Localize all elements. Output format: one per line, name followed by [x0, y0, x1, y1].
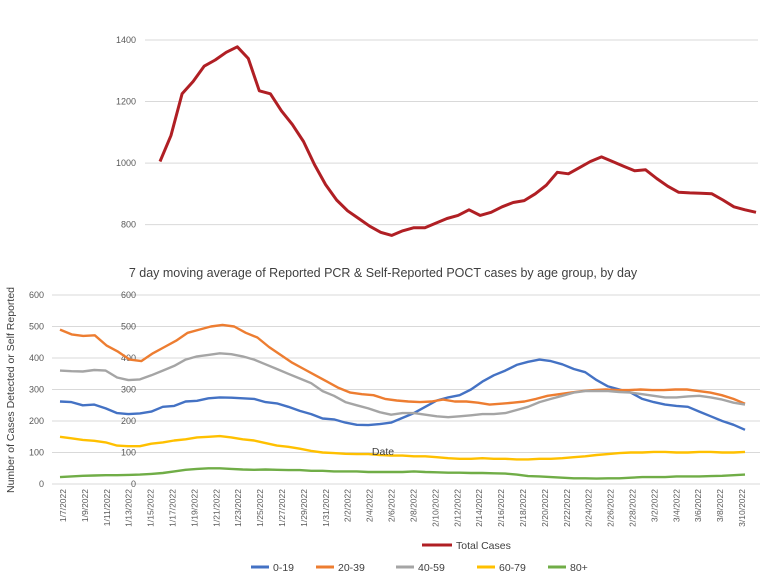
series-line-40-59	[59, 352, 746, 419]
top-gridlines	[145, 39, 758, 226]
x-tick-label: 1/23/2022	[233, 489, 243, 527]
series-line-60-79	[59, 434, 746, 461]
y-tick-label: 1000	[116, 158, 136, 168]
legend-label: 40-59	[418, 562, 445, 574]
bottom-series-lines	[59, 323, 746, 480]
y-tick-label: 100	[29, 448, 44, 458]
inner-y-tick-label: 0	[131, 479, 136, 489]
x-tick-label: 1/7/2022	[58, 489, 68, 522]
legend-label: 60-79	[499, 562, 526, 574]
inner-y-tick-label: 500	[121, 322, 136, 332]
x-tick-label: 1/11/2022	[102, 489, 112, 526]
series-line-total-cases	[158, 45, 757, 237]
x-tick-label: 3/10/2022	[737, 489, 747, 527]
x-tick-label: 2/12/2022	[452, 489, 462, 527]
x-tick-label: 2/4/2022	[365, 489, 375, 522]
x-tick-label: 3/6/2022	[693, 489, 703, 522]
y-tick-label: 400	[29, 353, 44, 363]
x-tick-label: 2/6/2022	[387, 489, 397, 522]
x-tick-label: 2/18/2022	[518, 489, 528, 527]
x-axis-label: Date	[372, 446, 394, 458]
legend-label: 0-19	[273, 562, 294, 574]
x-tick-label: 2/20/2022	[540, 489, 550, 527]
x-tick-label: 2/14/2022	[474, 489, 484, 527]
y-tick-label: 600	[29, 290, 44, 300]
y-tick-label: 300	[29, 385, 44, 395]
legend-age-groups: 0-19 20-39 40-59 60-79 80+	[251, 562, 588, 574]
x-tick-label: 2/28/2022	[628, 489, 638, 527]
x-tick-label: 2/8/2022	[409, 489, 419, 522]
y-tick-label: 1400	[116, 35, 136, 45]
y-tick-label: 200	[29, 416, 44, 426]
x-tick-label: 1/27/2022	[277, 489, 287, 527]
bottom-y-tick-labels: 0 100 200 300 400 500 600	[29, 290, 44, 489]
x-tick-label: 2/24/2022	[584, 489, 594, 527]
x-tick-label: 1/19/2022	[189, 489, 199, 527]
chart-title: 7 day moving average of Reported PCR & S…	[129, 266, 638, 280]
y-tick-label: 800	[121, 220, 136, 230]
series-line-20-39	[59, 323, 746, 406]
inner-y-tick-label: 600	[121, 290, 136, 300]
legend-label: Total Cases	[456, 540, 511, 552]
age-group-chart: 7 day moving average of Reported PCR & S…	[5, 266, 760, 527]
inner-y-tick-label: 200	[121, 416, 136, 426]
x-tick-label: 2/2/2022	[343, 489, 353, 522]
top-series-lines	[158, 45, 757, 237]
x-tick-label: 2/26/2022	[606, 489, 616, 527]
series-line-80	[59, 467, 746, 480]
x-tick-label: 3/2/2022	[649, 489, 659, 522]
x-tick-label: 1/21/2022	[211, 489, 221, 527]
y-tick-label: 500	[29, 322, 44, 332]
y-tick-label: 1200	[116, 97, 136, 107]
x-tick-label: 2/10/2022	[430, 489, 440, 527]
x-tick-label: 3/4/2022	[671, 489, 681, 522]
x-tick-label: 1/15/2022	[146, 489, 156, 527]
bottom-gridlines	[52, 294, 760, 485]
x-tick-label: 1/25/2022	[255, 489, 265, 527]
x-tick-label: 1/9/2022	[80, 489, 90, 522]
legend-label: 20-39	[338, 562, 365, 574]
y-tick-label: 0	[39, 479, 44, 489]
top-y-tick-labels: 800 1000 1200 1400	[116, 35, 136, 230]
x-tick-label: 1/17/2022	[168, 489, 178, 527]
y-axis-label: Number of Cases Detected or Self Reporte…	[5, 287, 17, 493]
total-cases-chart: 800 1000 1200 1400	[116, 35, 758, 237]
legend-total-cases: Total Cases	[422, 540, 511, 552]
legend-label: 80+	[570, 562, 588, 574]
x-tick-label: 1/13/2022	[124, 489, 134, 527]
inner-y-tick-label: 300	[121, 385, 136, 395]
inner-y-tick-label: 100	[121, 448, 136, 458]
bottom-x-tick-labels: 1/7/2022 1/9/2022 1/11/2022 1/13/2022 1/15/2…	[58, 489, 747, 527]
x-tick-label: 1/29/2022	[299, 489, 309, 527]
x-tick-label: 1/31/2022	[321, 489, 331, 527]
x-tick-label: 2/22/2022	[562, 489, 572, 527]
x-tick-label: 3/8/2022	[715, 489, 725, 522]
x-tick-label: 2/16/2022	[496, 489, 506, 527]
